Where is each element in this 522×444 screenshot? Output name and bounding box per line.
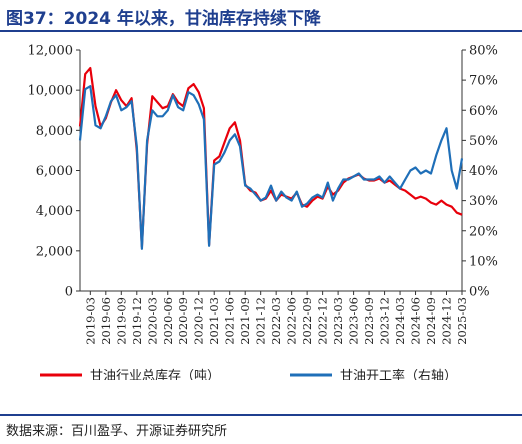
- line-chart: 0 2,000 4,000 6,000 8,000 10,000 12,000 0% 10% 20…: [28, 44, 498, 381]
- x-tick-label: 2021-03: [207, 297, 221, 345]
- left-tick-label: 2,000: [36, 244, 73, 259]
- right-tick-label: 80%: [469, 44, 498, 59]
- x-tick-label: 2022-06: [285, 297, 299, 345]
- x-tick-label: 2019-12: [130, 297, 144, 345]
- x-tick-label: 2024-03: [393, 297, 407, 345]
- x-tick-label: 2024-12: [440, 297, 454, 345]
- title-rule: [0, 30, 522, 32]
- x-tick-label: 2019-06: [99, 297, 113, 345]
- x-tick-label: 2022-03: [269, 297, 283, 345]
- x-tick-label: 2025-03: [455, 297, 469, 345]
- left-tick-label: 4,000: [36, 204, 73, 219]
- right-tick-label: 10%: [469, 254, 498, 269]
- source-note: 数据来源：百川盈孚、开源证券研究所: [6, 424, 228, 439]
- x-tick-label: 2019-03: [83, 297, 97, 345]
- page-title: 图37：2024 年以来，甘油库存持续下降: [6, 9, 321, 29]
- x-tick-label: 2021-09: [238, 297, 252, 345]
- x-tick-label: 2023-06: [347, 297, 361, 345]
- left-tick-label: 12,000: [28, 44, 74, 59]
- x-tick-label: 2020-03: [145, 297, 159, 345]
- x-tick-label: 2023-12: [378, 297, 392, 345]
- x-tick-label: 2021-12: [254, 297, 268, 345]
- x-tick-label: 2021-06: [223, 297, 237, 345]
- x-tick-label: 2020-12: [192, 297, 206, 345]
- legend-label-1: 甘油行业总库存（吨）: [90, 368, 220, 380]
- left-tick-label: 0: [65, 285, 73, 300]
- right-tick-label: 60%: [469, 104, 498, 119]
- right-tick-label: 30%: [469, 194, 498, 209]
- left-tick-label: 10,000: [28, 84, 74, 99]
- x-tick-label: 2020-09: [176, 297, 190, 345]
- left-tick-label: 8,000: [36, 124, 73, 139]
- right-tick-label: 20%: [469, 224, 498, 239]
- right-tick-label: 0%: [469, 285, 490, 300]
- left-tick-label: 6,000: [36, 164, 73, 179]
- chart-axes: 0 2,000 4,000 6,000 8,000 10,000 12,000 0% 10% 20…: [28, 44, 498, 345]
- x-tick-label: 2023-03: [331, 297, 345, 345]
- x-tick-label: 2022-12: [316, 297, 330, 345]
- right-tick-label: 40%: [469, 164, 498, 179]
- x-tick-label: 2020-06: [161, 297, 175, 345]
- x-tick-label: 2022-09: [300, 297, 314, 345]
- legend-label-2: 甘油开工率（右轴）: [340, 368, 457, 380]
- chart-series: [78, 66, 464, 250]
- chart-legend: 甘油行业总库存（吨） 甘油开工率（右轴）: [40, 368, 457, 380]
- x-tick-label: 2024-09: [424, 297, 438, 345]
- right-tick-label: 50%: [469, 134, 498, 149]
- x-tick-label: 2024-06: [409, 297, 423, 345]
- x-tick-label: 2023-09: [362, 297, 376, 345]
- x-tick-label: 2019-09: [114, 297, 128, 345]
- series-line-2: [78, 85, 464, 250]
- source-rule: [0, 414, 522, 416]
- right-tick-label: 70%: [469, 74, 498, 89]
